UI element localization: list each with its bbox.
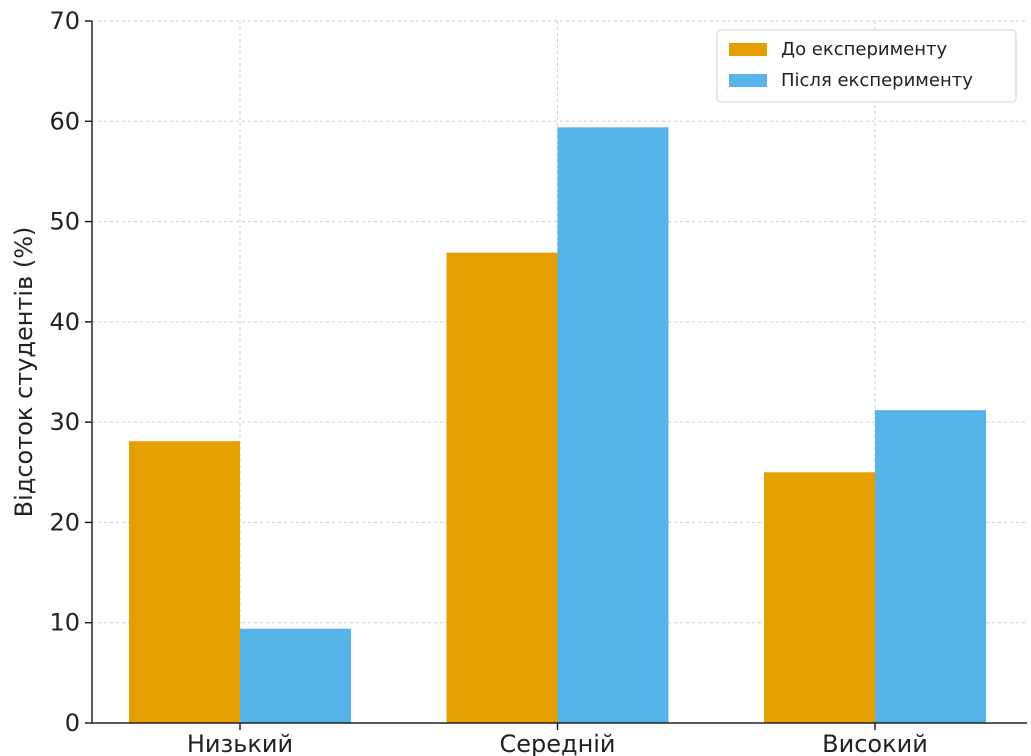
legend-swatch — [729, 74, 767, 87]
y-tick-label: 70 — [49, 7, 80, 35]
x-tick-label: Низький — [187, 730, 293, 756]
y-tick-label: 0 — [65, 709, 80, 737]
y-tick-label: 10 — [49, 609, 80, 637]
bars — [129, 127, 986, 723]
legend-label: До експерименту — [781, 39, 948, 60]
x-ticks: Низький Середній Високий — [187, 723, 928, 756]
bar-before-1 — [446, 252, 558, 723]
x-tick-label: Високий — [822, 730, 928, 756]
legend-items: До експерименту Після експерименту — [729, 39, 973, 91]
y-tick-label: 20 — [49, 508, 80, 536]
y-axis-label: Відсоток студентів (%) — [10, 227, 38, 518]
axes — [91, 21, 1027, 724]
bar-after-2 — [875, 410, 986, 723]
y-tick-label: 40 — [49, 308, 80, 336]
legend-swatch — [729, 43, 767, 56]
y-tick-label: 30 — [49, 408, 80, 436]
bar-before-0 — [129, 441, 240, 723]
y-ticks: 0 10 20 30 40 50 60 70 — [49, 7, 92, 737]
bar-after-1 — [557, 127, 669, 723]
bar-after-0 — [240, 628, 351, 723]
legend-box — [716, 29, 1017, 103]
y-tick-label: 60 — [49, 107, 80, 135]
legend: До експерименту Після експерименту — [716, 29, 1017, 103]
legend-label: Після експерименту — [781, 70, 973, 91]
bar-before-2 — [764, 472, 875, 723]
y-tick-label: 50 — [49, 208, 80, 236]
x-tick-label: Середній — [499, 730, 615, 756]
